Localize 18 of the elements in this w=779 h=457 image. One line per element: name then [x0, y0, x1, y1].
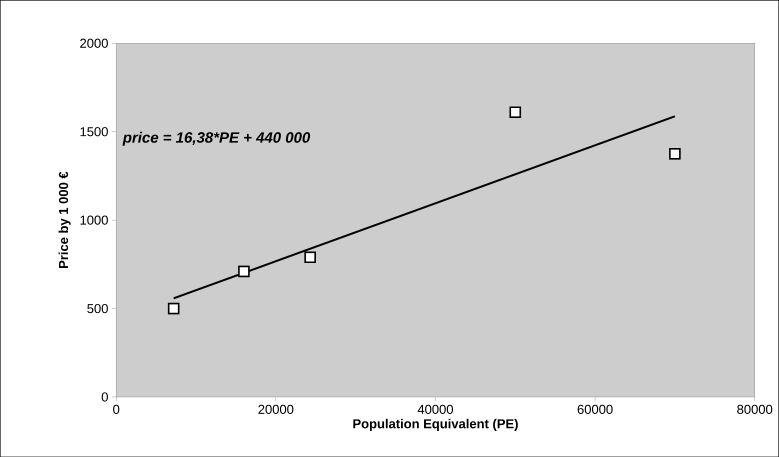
x-tick-label: 40000: [418, 404, 454, 414]
y-tick-label: 0: [102, 392, 108, 402]
x-axis-title: Population Equivalent (PE): [353, 418, 518, 431]
y-axis-title: Price by 1 000 €: [58, 172, 71, 268]
x-tick-label: 80000: [737, 404, 772, 414]
y-tick-label: 2000: [80, 38, 108, 48]
point: [509, 106, 522, 118]
point: [168, 302, 180, 314]
x-tick-label: 0: [113, 404, 120, 414]
x-tick-label: 20000: [258, 404, 294, 414]
point: [238, 266, 250, 278]
point: [304, 251, 316, 263]
x-tick-label: 60000: [578, 404, 613, 414]
annotation: price = 16,38*PE + 440 000: [122, 132, 310, 146]
point: [669, 148, 681, 160]
y-tick-label: 500: [87, 304, 108, 314]
y-tick-label: 1000: [80, 215, 108, 225]
y-tick-label: 1500: [80, 126, 108, 136]
